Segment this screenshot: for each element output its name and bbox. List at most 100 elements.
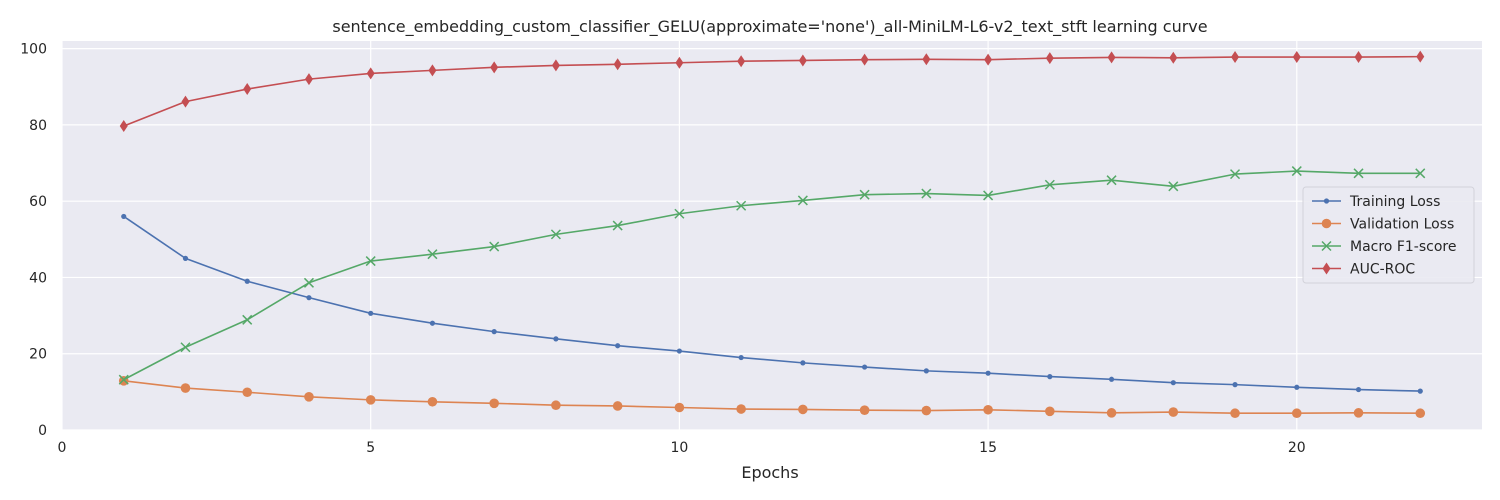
y-tick-label: 0: [38, 423, 47, 439]
data-point-training-loss: [800, 360, 806, 366]
data-point-validation-loss: [674, 402, 685, 413]
data-point-auc-roc: [490, 61, 499, 74]
x-marker-stroke: [674, 208, 685, 219]
x-marker-stroke: [983, 190, 994, 201]
series-line-training-loss: [123, 215, 1421, 392]
data-point-auc-roc: [860, 53, 869, 66]
legend-swatch-marker: [1321, 240, 1332, 252]
data-point-training-loss: [368, 310, 374, 316]
data-point-auc-roc: [119, 120, 128, 133]
y-tick-label: 80: [29, 118, 47, 134]
data-point-auc-roc: [1354, 51, 1363, 64]
x-tick-label: 20: [1288, 440, 1306, 456]
data-point-macro-f1-score: [1415, 168, 1426, 179]
y-tick-label: 100: [20, 42, 47, 58]
series-line-validation-loss: [123, 380, 1421, 415]
data-point-training-loss: [1417, 388, 1423, 394]
data-point-training-loss: [491, 329, 497, 335]
data-point-validation-loss: [859, 405, 870, 415]
data-point-auc-roc: [551, 59, 560, 72]
data-point-auc-roc: [675, 56, 684, 69]
series-layer: [118, 50, 1426, 419]
data-point-validation-loss: [1230, 408, 1240, 419]
data-point-validation-loss: [1106, 408, 1117, 418]
x-marker-stroke: [427, 249, 438, 260]
data-point-validation-loss: [921, 405, 932, 416]
x-marker-stroke: [242, 314, 253, 325]
data-point-training-loss: [615, 343, 621, 349]
data-point-auc-roc: [1107, 51, 1116, 64]
x-marker-stroke: [303, 277, 314, 288]
x-marker-stroke: [180, 342, 191, 353]
data-point-training-loss: [429, 320, 436, 326]
x-marker-stroke: [1291, 166, 1302, 177]
y-tick-label: 60: [29, 194, 47, 210]
x-marker-stroke: [1353, 168, 1364, 179]
data-point-macro-f1-score: [489, 241, 500, 252]
data-point-training-loss: [862, 364, 868, 370]
data-point-validation-loss: [1045, 406, 1055, 417]
data-point-macro-f1-score: [1044, 179, 1055, 190]
plot-area: [61, 41, 1482, 431]
x-axis-ticks: 0 5 10 15 20: [58, 440, 1306, 456]
data-point-macro-f1-score: [1106, 175, 1117, 186]
legend-item-training-loss: Training Loss: [1312, 194, 1440, 210]
data-point-validation-loss: [180, 383, 191, 393]
x-marker-stroke: [489, 241, 500, 252]
x-marker-stroke: [1168, 181, 1179, 192]
data-point-auc-roc: [1045, 52, 1054, 65]
data-point-auc-roc: [1231, 51, 1240, 64]
legend-item-macro-f1-score: Macro F1-score: [1312, 239, 1456, 255]
data-point-validation-loss: [1415, 408, 1426, 419]
data-point-validation-loss: [365, 395, 376, 405]
data-point-auc-roc: [1292, 51, 1301, 64]
data-point-validation-loss: [304, 392, 314, 402]
data-point-auc-roc: [1169, 51, 1178, 64]
legend-label: Validation Loss: [1350, 217, 1454, 233]
y-tick-label: 20: [29, 347, 47, 363]
data-point-auc-roc: [798, 54, 807, 67]
x-marker-stroke: [859, 189, 870, 200]
data-point-validation-loss: [798, 404, 808, 415]
data-point-macro-f1-score: [674, 208, 685, 219]
data-point-macro-f1-score: [242, 314, 253, 325]
chart-title: sentence_embedding_custom_classifier_GEL…: [332, 17, 1207, 37]
series-line-auc-roc: [123, 55, 1421, 127]
data-point-auc-roc: [1416, 50, 1425, 63]
data-point-training-loss: [1232, 382, 1238, 388]
x-marker-stroke: [1321, 240, 1332, 252]
data-point-training-loss: [1170, 380, 1176, 386]
data-point-validation-loss: [983, 404, 993, 415]
data-point-validation-loss: [1353, 408, 1364, 418]
data-point-validation-loss: [242, 387, 253, 398]
x-marker-stroke: [921, 188, 932, 199]
x-axis-label: Epochs: [741, 463, 798, 482]
data-point-macro-f1-score: [427, 249, 438, 260]
data-point-training-loss: [738, 354, 744, 361]
data-point-validation-loss: [551, 400, 561, 411]
data-point-auc-roc: [243, 83, 252, 96]
legend-frame: [1302, 186, 1475, 284]
x-tick-label: 15: [979, 440, 997, 456]
x-marker-stroke: [736, 200, 747, 211]
data-point-macro-f1-score: [797, 195, 808, 206]
x-tick-label: 0: [58, 440, 67, 456]
data-point-training-loss: [244, 278, 250, 284]
data-point-auc-roc: [428, 64, 437, 77]
data-point-macro-f1-score: [1230, 169, 1241, 180]
data-point-macro-f1-score: [550, 229, 561, 240]
data-point-auc-roc: [922, 53, 931, 66]
x-marker-stroke: [365, 256, 376, 267]
y-tick-label: 40: [29, 270, 47, 286]
x-marker-stroke: [1230, 169, 1241, 180]
data-point-validation-loss: [489, 398, 499, 409]
series-auc-roc: [119, 50, 1425, 133]
data-point-training-loss: [1294, 384, 1300, 390]
data-point-training-loss: [182, 255, 189, 261]
data-point-auc-roc: [304, 73, 313, 86]
data-point-auc-roc: [613, 58, 622, 71]
data-point-macro-f1-score: [303, 277, 314, 288]
data-point-macro-f1-score: [921, 188, 932, 199]
